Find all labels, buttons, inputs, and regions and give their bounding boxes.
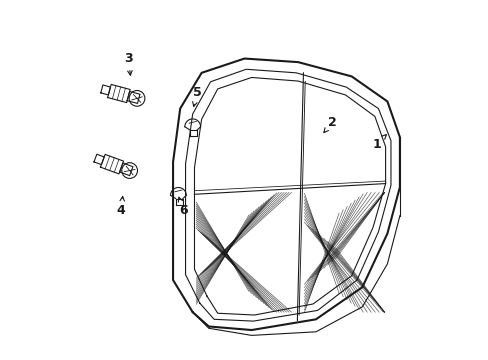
- Text: 6: 6: [178, 197, 188, 217]
- Text: 1: 1: [371, 135, 386, 151]
- Text: 5: 5: [192, 86, 202, 107]
- Text: 3: 3: [124, 52, 132, 75]
- Text: 2: 2: [323, 116, 336, 132]
- Text: 4: 4: [117, 197, 125, 217]
